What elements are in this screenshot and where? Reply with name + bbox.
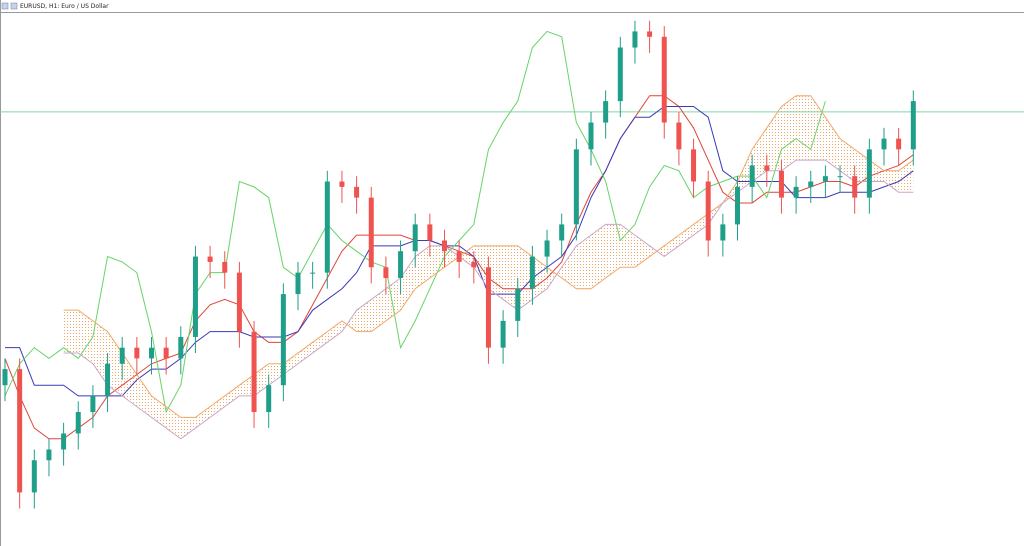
candle-body bbox=[17, 369, 23, 493]
window-icon[interactable] bbox=[10, 2, 18, 10]
candle-body bbox=[588, 122, 594, 150]
candle-body bbox=[280, 294, 286, 386]
candle-body bbox=[90, 395, 96, 412]
candle-body bbox=[617, 47, 623, 102]
candle-body bbox=[632, 31, 638, 48]
candle-body bbox=[705, 181, 711, 241]
candle-body bbox=[808, 181, 814, 187]
candle-body bbox=[778, 170, 784, 198]
candle-body bbox=[647, 31, 653, 37]
candle-body bbox=[354, 186, 360, 198]
candle-body bbox=[573, 149, 579, 225]
candle-body bbox=[383, 267, 389, 278]
candle-body bbox=[207, 256, 213, 262]
candle-body bbox=[881, 138, 887, 150]
candle-body bbox=[75, 412, 81, 434]
candle-body bbox=[910, 101, 916, 150]
candle-body bbox=[735, 186, 740, 225]
candle-body bbox=[105, 363, 111, 396]
plot bbox=[0, 20, 1024, 509]
candle-body bbox=[691, 149, 697, 182]
candle-body bbox=[837, 176, 843, 178]
candle-body bbox=[324, 181, 330, 273]
candle-body bbox=[896, 138, 902, 150]
candle-body bbox=[544, 240, 550, 257]
candle-body bbox=[661, 36, 667, 123]
candle-body bbox=[295, 272, 301, 295]
candle-body bbox=[192, 256, 198, 337]
candle-body bbox=[442, 240, 447, 252]
candle-body bbox=[749, 165, 755, 187]
candle-body bbox=[119, 347, 125, 364]
chart-title: EURUSD, H1: Euro / US Dollar bbox=[20, 3, 109, 10]
candle-body bbox=[251, 331, 257, 412]
candle-body bbox=[427, 224, 433, 241]
candle-body bbox=[412, 224, 418, 252]
candle-body bbox=[236, 272, 242, 332]
candle-body bbox=[163, 347, 169, 359]
candle-body bbox=[676, 122, 682, 150]
candle-body bbox=[720, 224, 726, 241]
candle-body bbox=[500, 320, 506, 348]
candle-body bbox=[339, 181, 345, 187]
candle-body bbox=[46, 449, 52, 461]
candle-body bbox=[31, 460, 37, 493]
candle-body bbox=[2, 369, 8, 386]
candle-body bbox=[559, 224, 565, 241]
candle-body bbox=[515, 288, 521, 321]
candle-body bbox=[471, 261, 477, 268]
candle-body bbox=[149, 347, 154, 359]
candle-body bbox=[852, 176, 858, 198]
candle-body bbox=[793, 186, 799, 198]
candle-body bbox=[222, 261, 228, 273]
candle-body bbox=[603, 101, 609, 123]
candle-body bbox=[134, 347, 140, 359]
indicator-line bbox=[63, 95, 914, 418]
candle-body bbox=[266, 385, 272, 412]
candle-body bbox=[61, 433, 67, 450]
candle-body bbox=[456, 251, 462, 262]
candle-body bbox=[368, 197, 374, 268]
indicator-line bbox=[4, 30, 826, 414]
candle-body bbox=[310, 272, 316, 274]
candle-body bbox=[866, 149, 872, 198]
candle-body bbox=[178, 336, 184, 359]
candle-body bbox=[764, 165, 770, 171]
candle-body bbox=[822, 176, 828, 182]
candle-body bbox=[398, 251, 404, 278]
window-icon[interactable] bbox=[1, 2, 9, 10]
candle-body bbox=[529, 256, 535, 289]
candle-body bbox=[485, 267, 491, 348]
